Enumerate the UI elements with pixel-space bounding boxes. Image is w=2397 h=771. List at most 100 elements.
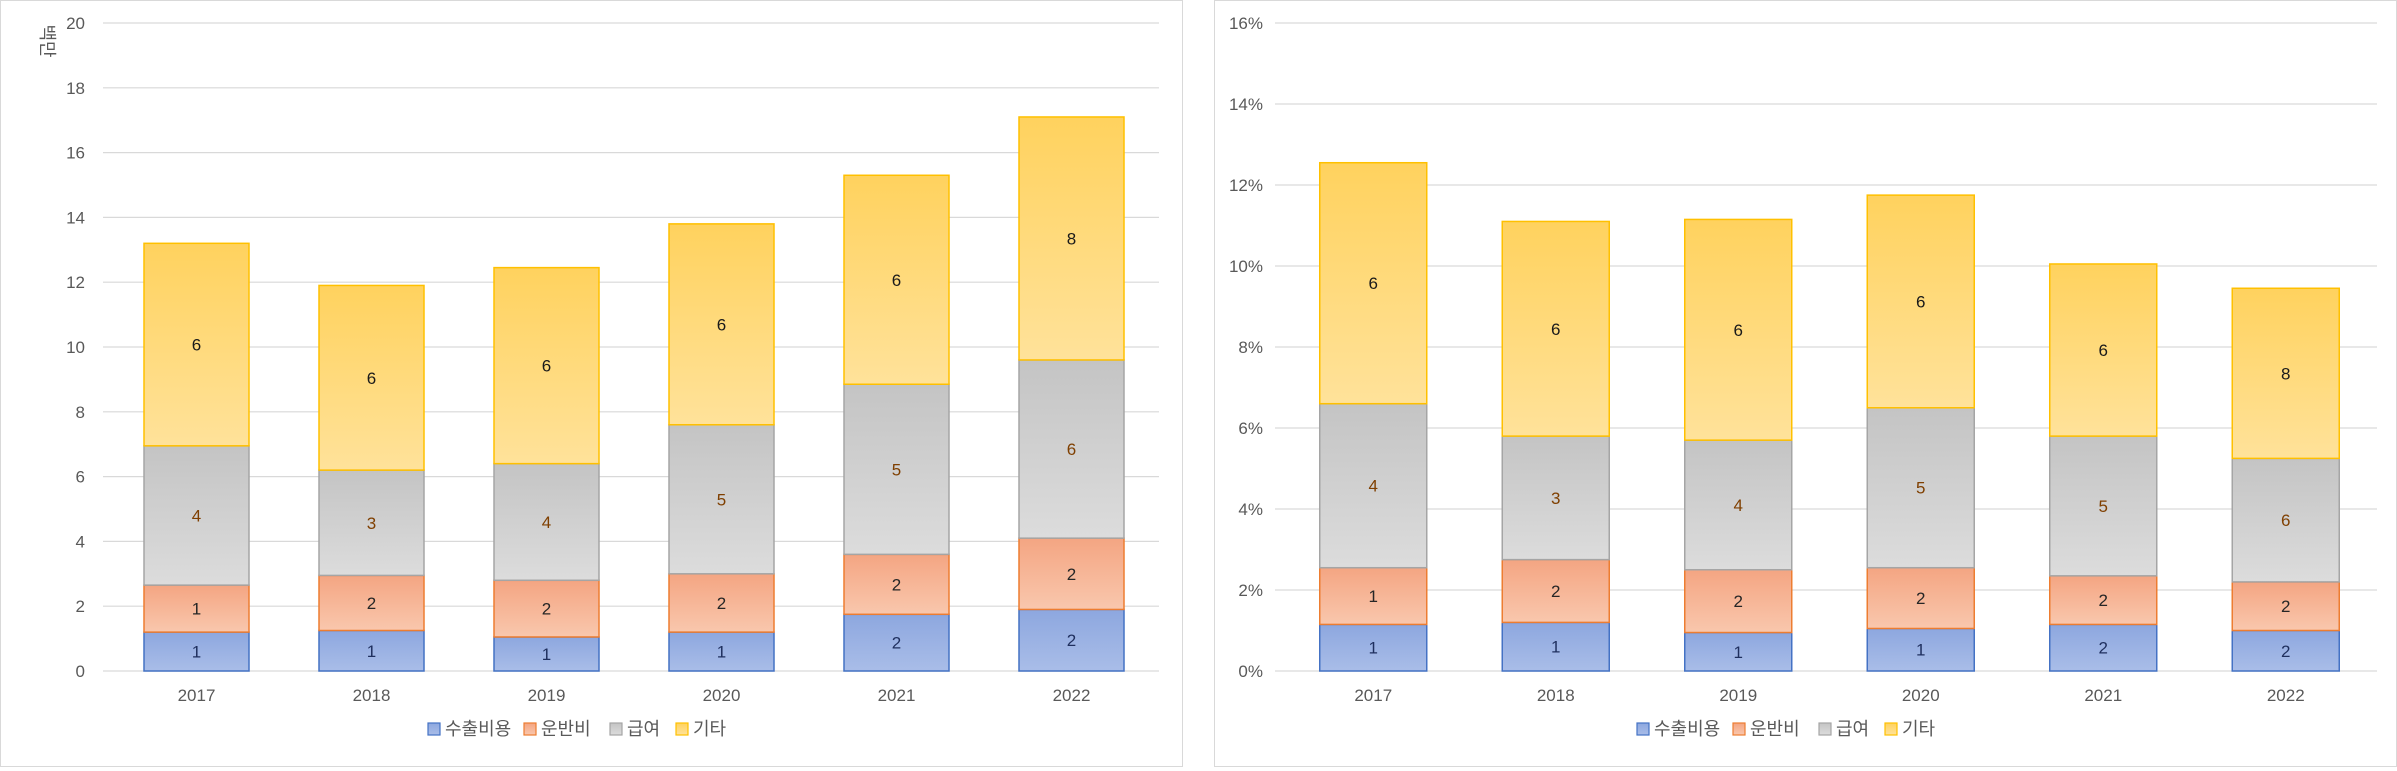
data-label: 6 bbox=[2099, 341, 2108, 360]
bar-segment bbox=[2049, 435, 2158, 577]
data-label: 3 bbox=[1551, 489, 1560, 508]
y-tick-label: 2 bbox=[76, 597, 85, 616]
data-label: 1 bbox=[542, 645, 551, 664]
legend-label: 급여 bbox=[1836, 719, 1869, 739]
x-tick-label: 2022 bbox=[2267, 686, 2305, 705]
data-label: 6 bbox=[892, 271, 901, 290]
x-tick-label: 2021 bbox=[878, 686, 916, 705]
bar-segment bbox=[1501, 220, 1610, 437]
bar-segment bbox=[1018, 537, 1125, 611]
x-tick-label: 2019 bbox=[1719, 686, 1757, 705]
data-label: 5 bbox=[892, 460, 901, 479]
bar-segment bbox=[143, 584, 250, 633]
legend-swatch bbox=[1884, 722, 1898, 736]
bar-segment bbox=[318, 284, 425, 471]
y-tick-label: 6% bbox=[1238, 419, 1263, 438]
data-label: 2 bbox=[367, 594, 376, 613]
data-label: 6 bbox=[1551, 320, 1560, 339]
data-label: 6 bbox=[717, 315, 726, 334]
y-tick-label: 8% bbox=[1238, 338, 1263, 357]
y-tick-label: 18 bbox=[66, 79, 85, 98]
data-label: 5 bbox=[1916, 479, 1925, 498]
x-tick-label: 2020 bbox=[703, 686, 741, 705]
y-axis-label: 백만 bbox=[37, 24, 57, 57]
bar-segment bbox=[493, 579, 600, 638]
data-label: 5 bbox=[2099, 497, 2108, 516]
bar-segment bbox=[1319, 623, 1428, 672]
data-label: 1 bbox=[1369, 639, 1378, 658]
bar-segment bbox=[1018, 359, 1125, 539]
bar-segment bbox=[668, 424, 775, 575]
y-tick-label: 14 bbox=[66, 208, 85, 227]
y-tick-label: 16 bbox=[66, 144, 85, 163]
y-tick-label: 12% bbox=[1229, 176, 1263, 195]
data-label: 1 bbox=[1369, 587, 1378, 606]
bar-segment bbox=[1684, 631, 1793, 672]
legend-swatch bbox=[427, 722, 441, 736]
legend-label: 기타 bbox=[1902, 719, 1936, 739]
y-tick-label: 0 bbox=[76, 662, 85, 681]
x-tick-label: 2019 bbox=[528, 686, 566, 705]
legend-label: 운반비 bbox=[541, 719, 591, 739]
bar-segment bbox=[1866, 627, 1975, 672]
y-tick-label: 10 bbox=[66, 338, 85, 357]
bar-segment bbox=[668, 631, 775, 672]
data-label: 8 bbox=[2281, 364, 2290, 383]
bar-segment bbox=[2231, 287, 2340, 460]
chart-absolute-values: 02468101214161820백만114620171236201812462… bbox=[37, 14, 1159, 739]
data-label: 6 bbox=[1369, 274, 1378, 293]
y-tick-label: 4 bbox=[76, 532, 85, 551]
data-label: 2 bbox=[1067, 565, 1076, 584]
data-label: 1 bbox=[192, 600, 201, 619]
x-tick-label: 2017 bbox=[178, 686, 216, 705]
y-tick-label: 10% bbox=[1229, 257, 1263, 276]
data-label: 6 bbox=[2281, 511, 2290, 530]
data-label: 4 bbox=[542, 513, 551, 532]
bar-segment bbox=[143, 242, 250, 447]
bar-segment bbox=[1501, 435, 1610, 561]
bar-segment bbox=[843, 383, 950, 556]
bar-segment bbox=[493, 462, 600, 582]
chart-panel-percent: 0% 2% 4% 6% 8% 10% 12% 14% 16% 1 1 4 6 2017 1 2 3 6 2018 1 2… bbox=[1214, 0, 2397, 767]
bar-segment bbox=[1866, 407, 1975, 569]
y-tick-label: 12 bbox=[66, 273, 85, 292]
data-label: 2 bbox=[2281, 597, 2290, 616]
data-label: 4 bbox=[1734, 496, 1743, 515]
chart-panel-absolute: 0 2 4 6 8 10 12 14 16 18 20 백만 1 1 4 6 2017 1 2 3 6 2018 1 2 4 6 2… bbox=[0, 0, 1183, 767]
data-label: 2 bbox=[2099, 639, 2108, 658]
bar-segment bbox=[2231, 457, 2340, 583]
bar-segment bbox=[1684, 569, 1793, 634]
bar-segment bbox=[668, 223, 775, 426]
legend-swatch bbox=[1636, 722, 1650, 736]
legend-label: 수출비용 bbox=[1654, 719, 1720, 739]
y-tick-label: 6 bbox=[76, 468, 85, 487]
legend-swatch bbox=[609, 722, 623, 736]
data-label: 6 bbox=[1067, 440, 1076, 459]
bar-segment bbox=[1684, 439, 1793, 571]
data-label: 6 bbox=[1916, 292, 1925, 311]
bar-segment bbox=[2231, 629, 2340, 672]
data-label: 6 bbox=[542, 357, 551, 376]
bar-segment bbox=[143, 445, 250, 586]
data-label: 2 bbox=[1916, 589, 1925, 608]
legend-swatch bbox=[1818, 722, 1832, 736]
legend-label: 운반비 bbox=[1750, 719, 1800, 739]
bar-segment bbox=[1684, 218, 1793, 441]
data-label: 2 bbox=[2281, 642, 2290, 661]
x-tick-label: 2017 bbox=[1354, 686, 1392, 705]
y-tick-label: 16% bbox=[1229, 14, 1263, 33]
y-tick-label: 4% bbox=[1238, 500, 1263, 519]
legend-swatch bbox=[1732, 722, 1746, 736]
data-label: 2 bbox=[542, 600, 551, 619]
data-label: 1 bbox=[192, 643, 201, 662]
y-tick-label: 8 bbox=[76, 403, 85, 422]
chart-percent-values: 0% 2% 4% 6% 8% 10% 12% 14% 16% 1 1 4 6 2017 1 2 3 6 2018 1 2… bbox=[1229, 14, 2377, 739]
legend-swatch bbox=[675, 722, 689, 736]
bar-segment bbox=[1319, 161, 1428, 405]
data-label: 2 bbox=[892, 634, 901, 653]
legend-label: 수출비용 bbox=[445, 719, 511, 739]
y-tick-label: 0% bbox=[1238, 662, 1263, 681]
data-label: 6 bbox=[1734, 321, 1743, 340]
bar-segment bbox=[2049, 575, 2158, 626]
data-label: 3 bbox=[367, 514, 376, 533]
